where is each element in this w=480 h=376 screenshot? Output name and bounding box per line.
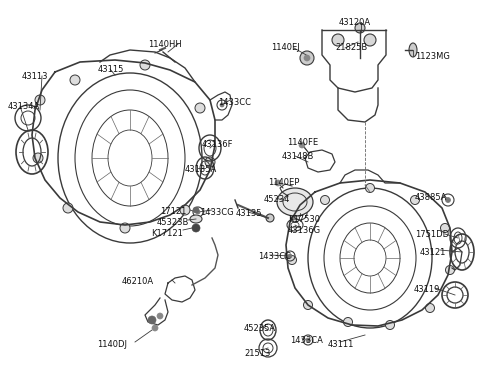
Text: 43135: 43135 <box>236 209 263 218</box>
Ellipse shape <box>409 43 417 57</box>
Text: 1751DD: 1751DD <box>415 230 449 239</box>
Text: 46210A: 46210A <box>122 277 154 286</box>
Text: 43136F: 43136F <box>202 140 233 149</box>
Circle shape <box>365 183 374 193</box>
Circle shape <box>193 207 199 213</box>
Text: 43120A: 43120A <box>339 18 371 27</box>
Circle shape <box>299 142 305 148</box>
Circle shape <box>157 313 163 319</box>
Text: 21825B: 21825B <box>335 43 367 52</box>
Text: 43121: 43121 <box>420 248 446 257</box>
Circle shape <box>290 214 300 223</box>
Circle shape <box>364 34 376 46</box>
Circle shape <box>180 205 190 215</box>
Text: 43119: 43119 <box>414 285 440 294</box>
Circle shape <box>195 103 205 113</box>
Circle shape <box>152 325 158 331</box>
Circle shape <box>288 256 297 264</box>
Text: 1140HH: 1140HH <box>148 40 182 49</box>
Circle shape <box>35 95 45 105</box>
Circle shape <box>445 265 455 274</box>
Text: 43885A: 43885A <box>415 193 447 202</box>
Circle shape <box>220 103 224 107</box>
Text: K17530: K17530 <box>288 215 320 224</box>
Text: 43136G: 43136G <box>288 226 321 235</box>
Text: 21513: 21513 <box>244 349 270 358</box>
Text: 1433CC: 1433CC <box>258 252 291 261</box>
Ellipse shape <box>277 188 313 216</box>
Text: 45234: 45234 <box>264 195 290 204</box>
Text: 1140FE: 1140FE <box>287 138 318 147</box>
Circle shape <box>63 203 73 213</box>
Ellipse shape <box>190 215 202 223</box>
Circle shape <box>205 157 215 167</box>
Ellipse shape <box>355 23 365 33</box>
Text: 1433CG: 1433CG <box>200 208 234 217</box>
Circle shape <box>306 338 310 342</box>
Text: 43135A: 43135A <box>185 165 217 174</box>
Circle shape <box>321 196 329 205</box>
Circle shape <box>148 316 156 324</box>
Text: 1140EP: 1140EP <box>268 178 300 187</box>
Circle shape <box>288 254 292 258</box>
Text: 43148B: 43148B <box>282 152 314 161</box>
Text: 17121: 17121 <box>160 207 186 216</box>
Text: 45235A: 45235A <box>244 324 276 333</box>
Circle shape <box>275 180 281 186</box>
Text: 43113: 43113 <box>22 72 48 81</box>
Circle shape <box>196 210 200 214</box>
Text: 1123MG: 1123MG <box>415 52 450 61</box>
Text: 45323B: 45323B <box>157 218 190 227</box>
Circle shape <box>140 60 150 70</box>
Ellipse shape <box>300 51 314 65</box>
Circle shape <box>445 197 451 203</box>
Text: 1433CA: 1433CA <box>290 336 323 345</box>
Circle shape <box>344 317 352 326</box>
Circle shape <box>70 75 80 85</box>
Text: K17121: K17121 <box>151 229 183 238</box>
Text: 43115: 43115 <box>98 65 124 74</box>
Circle shape <box>192 224 200 232</box>
Text: 43111: 43111 <box>328 340 354 349</box>
Circle shape <box>410 196 420 205</box>
Text: 1140EJ: 1140EJ <box>271 43 300 52</box>
Text: 43134A: 43134A <box>8 102 40 111</box>
Circle shape <box>303 300 312 309</box>
Circle shape <box>120 223 130 233</box>
Circle shape <box>304 55 310 61</box>
Circle shape <box>33 153 43 163</box>
Circle shape <box>266 214 274 222</box>
Circle shape <box>441 223 449 232</box>
Text: 1140DJ: 1140DJ <box>97 340 127 349</box>
Circle shape <box>332 34 344 46</box>
Circle shape <box>385 320 395 329</box>
Text: 1433CC: 1433CC <box>218 98 251 107</box>
Circle shape <box>425 303 434 312</box>
